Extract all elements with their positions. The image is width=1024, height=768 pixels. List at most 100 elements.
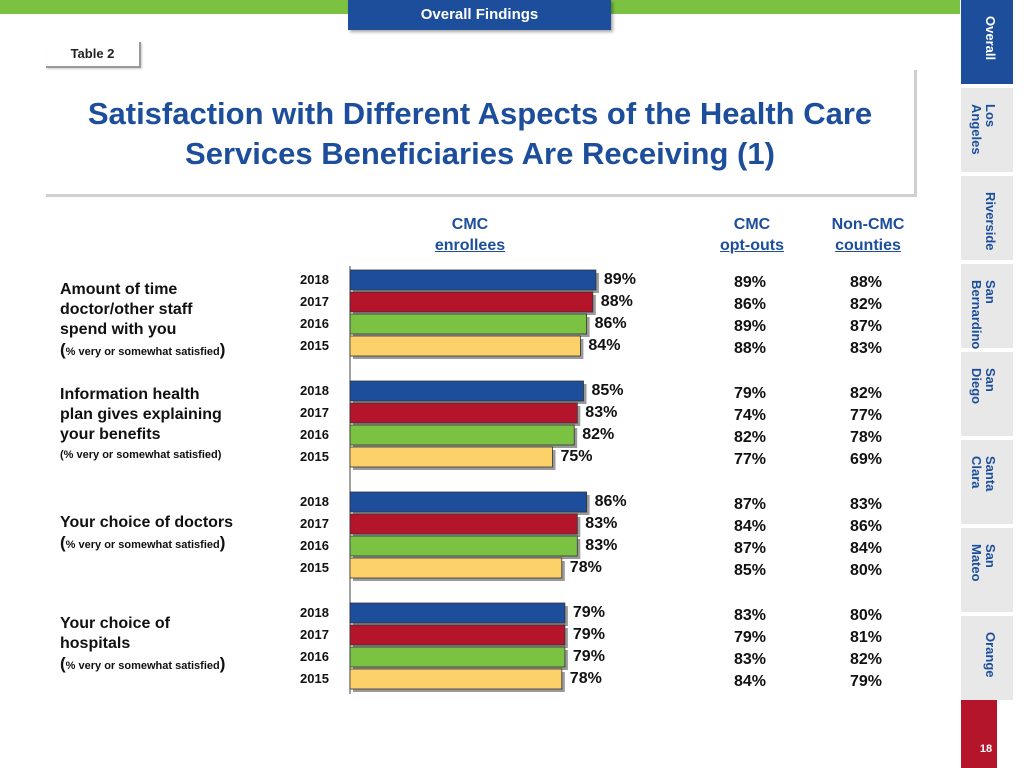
side-nav-label: San Bernardino — [969, 280, 998, 350]
noncmc-value: 87% — [849, 318, 883, 335]
optout-value: 77% — [733, 451, 767, 468]
year-label: 2016 — [300, 538, 329, 553]
bar-value-label: 79% — [572, 604, 605, 621]
col-header-optouts: CMC opt-outs — [702, 214, 802, 256]
row-label-line: plan gives explaining — [60, 406, 222, 423]
bar-2015-2 — [349, 446, 553, 468]
optout-value: 86% — [733, 296, 767, 313]
side-nav-label: San Diego — [969, 368, 998, 405]
col-header-optouts-line2: opt-outs — [720, 237, 784, 254]
optout-value: 89% — [733, 318, 767, 335]
side-nav-tab-los-angeles[interactable]: Los Angeles — [961, 88, 1013, 172]
bar-value-label: 88% — [600, 293, 633, 310]
page-title: Satisfaction with Different Aspects of t… — [46, 94, 914, 174]
page-number-bar — [961, 700, 997, 768]
year-label: 2015 — [300, 671, 329, 686]
row-label-note: (% very or somewhat satisfied) — [60, 654, 226, 673]
bar-2016-4 — [349, 646, 566, 668]
bar-2018-1 — [349, 269, 597, 291]
bar-2017-1 — [349, 291, 594, 313]
year-label: 2017 — [300, 516, 329, 531]
noncmc-value: 81% — [849, 629, 883, 646]
bar-value-label: 83% — [585, 537, 618, 554]
noncmc-value: 80% — [849, 562, 883, 579]
noncmc-value: 83% — [849, 340, 883, 357]
optout-value: 89% — [733, 274, 767, 291]
noncmc-value: 80% — [849, 607, 883, 624]
noncmc-value: 69% — [849, 451, 883, 468]
optout-value: 74% — [733, 407, 767, 424]
row-label-note: (% very or somewhat satisfied) — [60, 340, 226, 359]
optout-value: 82% — [733, 429, 767, 446]
col-header-noncmc-line2: counties — [835, 237, 901, 254]
bar-2017-2 — [349, 402, 578, 424]
bar-value-label: 75% — [560, 448, 593, 465]
noncmc-value: 78% — [849, 429, 883, 446]
side-nav-tab-san-diego[interactable]: San Diego — [961, 352, 1013, 436]
optout-value: 84% — [733, 673, 767, 690]
side-nav-tab-riverside[interactable]: Riverside — [961, 176, 1013, 260]
row-label-line: doctor/other staff — [60, 301, 193, 318]
noncmc-value: 77% — [849, 407, 883, 424]
year-label: 2018 — [300, 605, 329, 620]
year-label: 2018 — [300, 494, 329, 509]
bar-value-label: 79% — [572, 626, 605, 643]
row-label-line: Amount of time — [60, 281, 178, 298]
bar-2016-2 — [349, 424, 575, 446]
noncmc-value: 86% — [849, 518, 883, 535]
row-label-line: your benefits — [60, 426, 161, 443]
noncmc-value: 82% — [849, 651, 883, 668]
side-nav-label: Los Angeles — [969, 104, 998, 155]
bar-value-label: 85% — [591, 382, 624, 399]
row-note-text: % very or somewhat satisfied — [65, 539, 220, 551]
bar-value-label: 86% — [594, 315, 627, 332]
year-label: 2018 — [300, 272, 329, 287]
bar-value-label: 86% — [594, 493, 627, 510]
optout-value: 84% — [733, 518, 767, 535]
col-header-cmc-line2: enrollees — [434, 237, 506, 254]
page-number: 18 — [979, 743, 993, 755]
row-label-note: (% very or somewhat satisfied) — [60, 533, 226, 552]
noncmc-value: 82% — [849, 296, 883, 313]
side-nav-label: Riverside — [983, 192, 998, 251]
bar-2015-4 — [349, 668, 563, 690]
noncmc-value: 79% — [849, 673, 883, 690]
noncmc-value: 88% — [849, 274, 883, 291]
side-nav-tab-san-mateo[interactable]: San Mateo — [961, 528, 1013, 612]
optout-value: 85% — [733, 562, 767, 579]
row-label-group-3: Your choice of doctors (% very or somewha… — [60, 513, 260, 555]
optout-value: 79% — [733, 385, 767, 402]
row-label-line: spend with you — [60, 321, 177, 338]
row-label-group-1: Amount of time doctor/other staff spend wi… — [60, 280, 260, 362]
side-nav-tab-overall[interactable]: Overall — [961, 0, 1013, 84]
row-label-line: Your choice of — [60, 615, 170, 632]
bar-value-label: 78% — [569, 670, 602, 687]
bar-value-label: 78% — [569, 559, 602, 576]
noncmc-value: 82% — [849, 385, 883, 402]
overall-findings-tab[interactable]: Overall Findings — [348, 0, 611, 30]
row-label-line: Information health — [60, 386, 200, 403]
bar-2018-2 — [349, 380, 584, 402]
side-nav-label: Santa Clara — [969, 456, 998, 492]
side-nav-tab-orange[interactable]: Orange — [961, 616, 1013, 700]
row-label-note: (% very or somewhat satisfied) — [60, 449, 222, 461]
year-label: 2015 — [300, 449, 329, 464]
bar-2017-3 — [349, 513, 578, 535]
title-line-2: Services Beneficiaries Are Receiving (1) — [185, 136, 775, 171]
year-label: 2015 — [300, 560, 329, 575]
bar-2018-4 — [349, 602, 566, 624]
bar-value-label: 84% — [588, 337, 621, 354]
bar-2015-3 — [349, 557, 563, 579]
bar-value-label: 82% — [582, 426, 615, 443]
noncmc-value: 84% — [849, 540, 883, 557]
table-label: Table 2 — [46, 42, 141, 68]
col-header-noncmc: Non-CMC counties — [813, 214, 923, 256]
col-header-noncmc-line1: Non-CMC — [831, 216, 905, 233]
side-nav-label: Orange — [983, 632, 998, 678]
row-label-group-4: Your choice of hospitals (% very or somewh… — [60, 614, 260, 676]
bar-2015-1 — [349, 335, 581, 357]
side-nav-tab-santa-clara[interactable]: Santa Clara — [961, 440, 1013, 524]
side-nav-tab-san-bernardino[interactable]: San Bernardino — [961, 264, 1013, 350]
optout-value: 87% — [733, 540, 767, 557]
